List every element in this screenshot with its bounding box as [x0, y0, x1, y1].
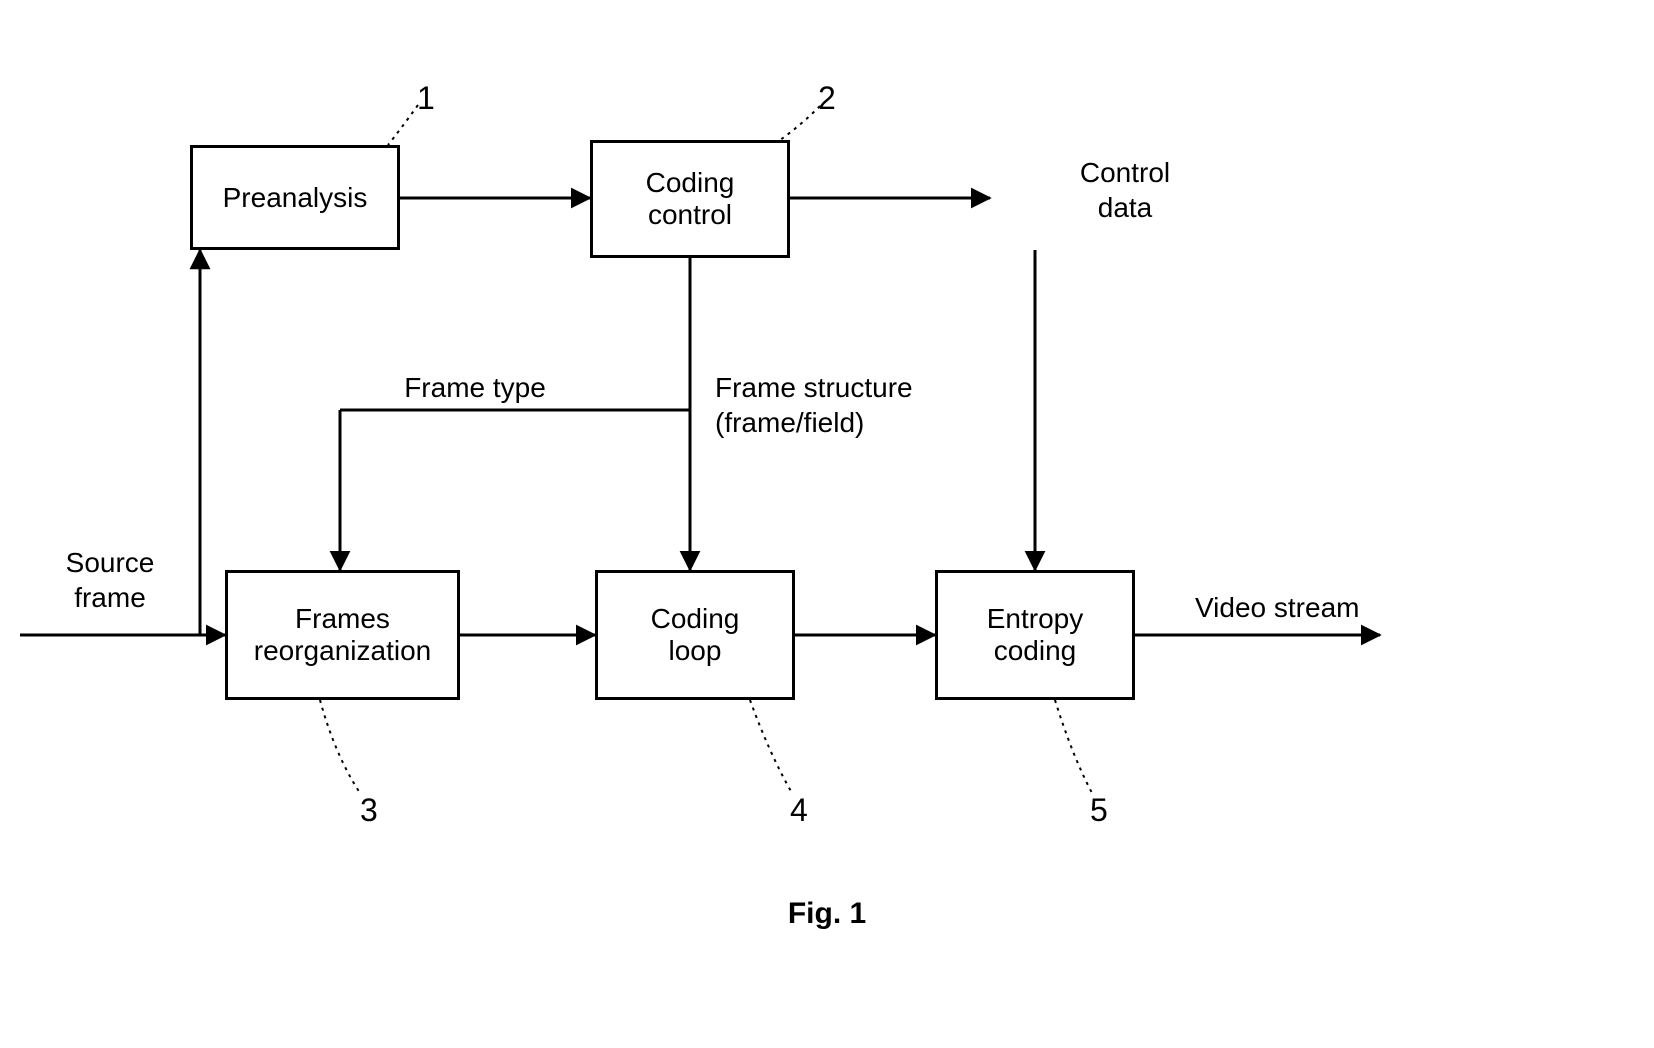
node-number-3: 3	[360, 790, 378, 830]
figure-caption: Fig. 1	[0, 895, 1654, 933]
node-number-1: 1	[417, 78, 435, 118]
node-frames-reorg-label: Frames reorganization	[254, 603, 431, 667]
node-coding-control: Coding control	[590, 140, 790, 258]
node-entropy-label: Entropy coding	[987, 603, 1084, 667]
node-coding-control-label: Coding control	[646, 167, 735, 231]
node-number-5: 5	[1090, 790, 1108, 830]
node-coding-loop: Coding loop	[595, 570, 795, 700]
node-number-4: 4	[790, 790, 808, 830]
label-source-frame: Source frame	[30, 545, 190, 615]
node-entropy: Entropy coding	[935, 570, 1135, 700]
diagram-canvas: Preanalysis Coding control Frames reorga…	[0, 0, 1654, 1048]
label-video-stream: Video stream	[1195, 590, 1395, 625]
node-preanalysis: Preanalysis	[190, 145, 400, 250]
node-number-2: 2	[818, 78, 836, 118]
label-frame-type: Frame type	[375, 370, 575, 405]
label-frame-structure: Frame structure (frame/field)	[715, 370, 975, 440]
node-preanalysis-label: Preanalysis	[223, 182, 368, 214]
label-control-data: Control data	[1045, 155, 1205, 225]
node-frames-reorg: Frames reorganization	[225, 570, 460, 700]
node-coding-loop-label: Coding loop	[651, 603, 740, 667]
